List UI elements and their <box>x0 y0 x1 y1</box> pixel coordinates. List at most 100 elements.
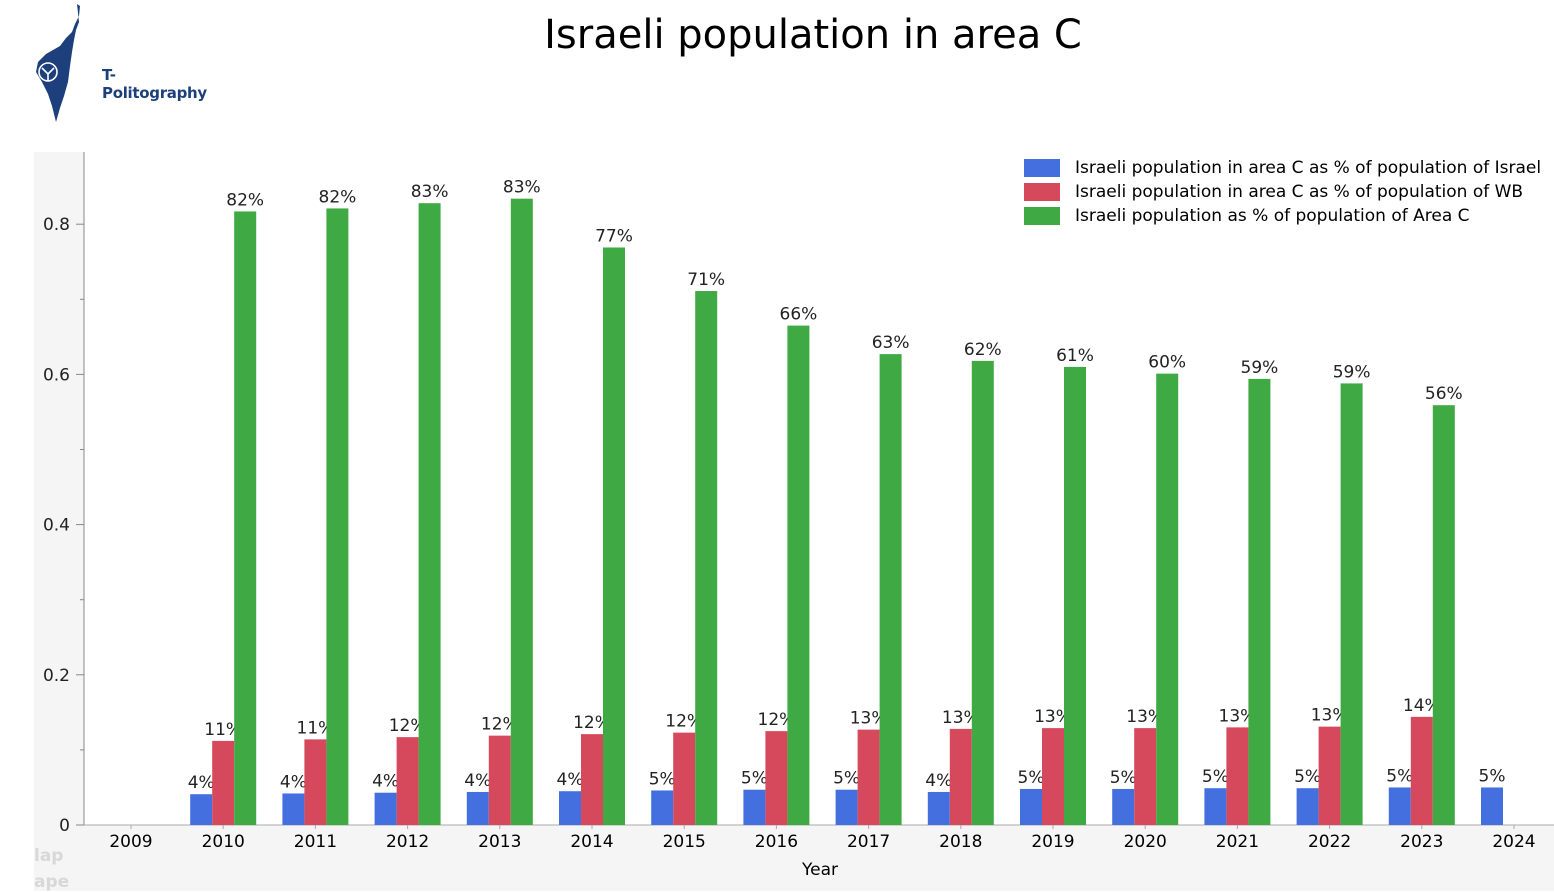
bar <box>1112 788 1135 825</box>
x-tick-label: 2014 <box>570 832 613 852</box>
bar <box>1296 788 1319 825</box>
bar <box>212 740 235 825</box>
bar <box>396 737 419 825</box>
data-label: 62% <box>964 340 1002 360</box>
data-label: 13% <box>1034 707 1072 727</box>
data-label: 59% <box>1241 358 1279 378</box>
logo-text: T-Politography <box>102 66 207 102</box>
bar <box>1410 716 1433 825</box>
x-tick-label: 2024 <box>1492 832 1535 852</box>
legend-item: Israeli population in area C as % of pop… <box>1024 156 1541 180</box>
y-tick-label: 0 <box>59 816 70 836</box>
data-label: 13% <box>1219 706 1257 726</box>
bar <box>510 198 533 825</box>
bar <box>695 291 718 825</box>
bar <box>1204 788 1227 825</box>
legend-swatch <box>1024 159 1060 177</box>
y-tick-label: 0.8 <box>43 215 70 235</box>
data-label: 11% <box>297 718 335 738</box>
data-label: 61% <box>1056 346 1094 366</box>
bar <box>1020 788 1042 825</box>
data-label: 4% <box>372 772 399 792</box>
bar <box>603 247 625 825</box>
data-label: 5% <box>1294 767 1321 787</box>
data-label: 77% <box>595 226 633 246</box>
legend-item: Israeli population as % of population of… <box>1024 204 1541 228</box>
y-tick-label: 0.4 <box>43 516 70 536</box>
data-label: 4% <box>925 771 952 791</box>
israel-map-icon <box>36 4 80 122</box>
bar <box>190 794 213 825</box>
data-label: 13% <box>1126 707 1164 727</box>
data-label: 5% <box>1202 767 1229 787</box>
x-tick-label: 2023 <box>1400 832 1443 852</box>
bar <box>1134 728 1157 825</box>
bar <box>282 793 305 825</box>
data-label: 12% <box>758 710 796 730</box>
data-label: 13% <box>1311 706 1349 726</box>
bar <box>1156 373 1179 825</box>
x-tick-label: 2018 <box>939 832 982 852</box>
x-tick-label: 2020 <box>1124 832 1167 852</box>
data-label: 5% <box>1479 766 1506 786</box>
data-label: 12% <box>481 715 519 735</box>
data-label: 5% <box>741 769 768 789</box>
chart-legend: Israeli population in area C as % of pop… <box>1024 156 1541 228</box>
bar <box>488 735 511 825</box>
data-label: 83% <box>411 182 449 202</box>
bar <box>234 211 257 826</box>
legend-swatch <box>1024 207 1060 225</box>
bar <box>1064 366 1086 825</box>
bar <box>1432 405 1455 825</box>
data-label: 12% <box>389 716 427 736</box>
bar <box>765 731 788 825</box>
data-label: 5% <box>1386 766 1413 786</box>
data-label: 82% <box>319 187 357 207</box>
data-label: 4% <box>557 770 584 790</box>
bar <box>326 208 349 825</box>
bar <box>743 789 766 825</box>
watermark-text: lap <box>34 846 64 866</box>
data-label: 82% <box>226 190 264 210</box>
bar <box>581 734 603 825</box>
data-label: 56% <box>1425 384 1463 404</box>
bar <box>1042 728 1064 825</box>
legend-item: Israeli population in area C as % of pop… <box>1024 180 1541 204</box>
bar <box>1340 383 1363 825</box>
data-label: 5% <box>649 769 676 789</box>
x-tick-label: 2009 <box>109 832 152 852</box>
bar <box>835 789 858 825</box>
x-tick-label: 2022 <box>1308 832 1351 852</box>
bar <box>374 792 397 825</box>
data-label: 13% <box>942 708 980 728</box>
bar <box>879 354 902 825</box>
bar <box>1318 726 1341 825</box>
data-label: 60% <box>1148 353 1186 373</box>
x-tick-label: 2013 <box>478 832 521 852</box>
x-tick-label: 2016 <box>755 832 798 852</box>
bar <box>418 203 441 825</box>
x-tick-label: 2019 <box>1031 832 1074 852</box>
y-tick-label: 0.6 <box>43 365 70 385</box>
legend-label: Israeli population in area C as % of pop… <box>1075 158 1542 178</box>
x-tick-label: 2012 <box>386 832 429 852</box>
x-tick-label: 2021 <box>1216 832 1259 852</box>
bar <box>949 728 972 825</box>
bar <box>1388 787 1411 825</box>
bar <box>971 360 994 825</box>
x-tick-label: 2011 <box>294 832 337 852</box>
data-label: 4% <box>188 773 215 793</box>
bar <box>1481 787 1503 825</box>
data-label: 4% <box>280 772 307 792</box>
y-tick-label: 0.2 <box>43 666 70 686</box>
data-label: 83% <box>503 178 541 198</box>
data-label: 12% <box>665 712 703 732</box>
data-label: 5% <box>1110 768 1137 788</box>
legend-label: Israeli population in area C as % of pop… <box>1075 182 1524 202</box>
bar <box>787 325 810 825</box>
bar <box>559 791 581 825</box>
watermark-text: ape <box>34 872 70 892</box>
bar <box>304 739 327 825</box>
bar <box>1248 378 1271 825</box>
